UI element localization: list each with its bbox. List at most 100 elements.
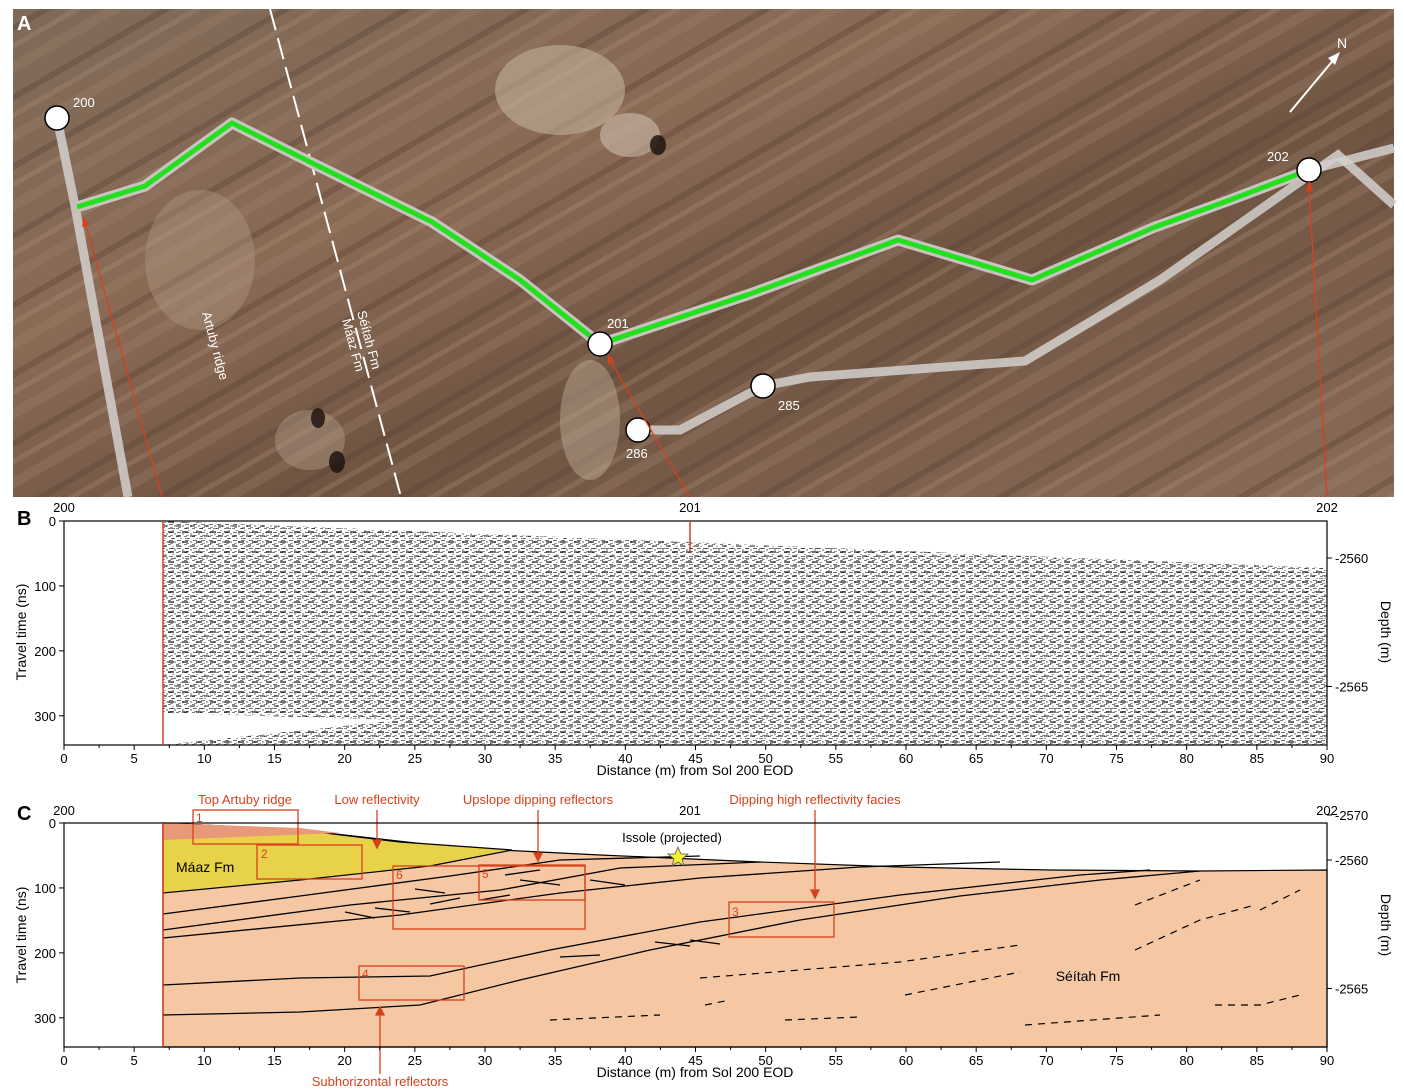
station-marker-286 <box>625 417 651 443</box>
annotation-arrows <box>371 810 821 1074</box>
box-label-1: 1 <box>196 811 203 825</box>
y-tick-label: 300 <box>34 709 56 724</box>
b-xlabel: Distance (m) from Sol 200 EOD <box>597 762 794 778</box>
reflectors <box>162 855 1201 1016</box>
dashed-reflectors <box>549 879 1301 1026</box>
y-tick-label: 300 <box>34 1011 56 1026</box>
x-tick-label: 65 <box>969 1053 983 1068</box>
x-tick-label: 20 <box>337 1053 351 1068</box>
b-ylabel-right: Depth (m) <box>1378 601 1394 663</box>
x-tick-label: 70 <box>1039 1053 1053 1068</box>
radar-data <box>163 521 1327 745</box>
b-ylabel: Travel time (ns) <box>13 584 29 681</box>
depth-tick-label: -2560 <box>1335 551 1368 566</box>
station-marker-201 <box>587 331 613 357</box>
tie-arrow-icon <box>82 216 89 227</box>
x-tick-label: 20 <box>337 751 351 766</box>
annotation-subhorizontal: Subhorizontal reflectors <box>312 1074 449 1089</box>
station-label-286: 286 <box>626 446 648 461</box>
tie-lines <box>84 185 1328 498</box>
annotation-low-reflectivity: Low reflectivity <box>334 792 420 807</box>
x-tick-label: 40 <box>618 1053 632 1068</box>
rover-path <box>1307 143 1396 175</box>
y-tick-label: 100 <box>34 579 56 594</box>
depth-tick-label: -2565 <box>1335 680 1368 695</box>
station-label-200: 200 <box>73 95 95 110</box>
annotation-upslope: Upslope dipping reflectors <box>463 792 614 807</box>
b-y-axis: 0 100 200 300 <box>34 514 64 724</box>
radar-mask <box>163 713 400 745</box>
x-tick-label: 10 <box>197 1053 211 1068</box>
x-tick-label: 40 <box>618 751 632 766</box>
x-tick-label: 85 <box>1250 1053 1264 1068</box>
depth-tick-label: -2570 <box>1335 808 1368 823</box>
x-tick-label: 55 <box>829 1053 843 1068</box>
x-tick-label: 90 <box>1320 751 1334 766</box>
x-tick-label: 5 <box>131 1053 138 1068</box>
y-tick-label: 200 <box>34 644 56 659</box>
c-ylabel-right: Depth (m) <box>1378 894 1394 956</box>
x-tick-label: 0 <box>60 1053 67 1068</box>
depth-tick-label: -2560 <box>1335 853 1368 868</box>
c-x-axis: 0 5 10 15 20 25 30 35 40 45 50 55 60 65 70 75 80 85 90 <box>60 1047 1334 1068</box>
x-tick-label: 75 <box>1109 1053 1123 1068</box>
maaz-label: Máaz Fm <box>176 859 234 875</box>
boulder-shadow <box>650 135 666 155</box>
outcrop <box>560 360 620 480</box>
artuby-unit <box>163 823 340 840</box>
x-tick-label: 60 <box>899 1053 913 1068</box>
c-ylabel: Travel time (ns) <box>13 887 29 984</box>
c-xlabel: Distance (m) from Sol 200 EOD <box>597 1064 794 1080</box>
formation-contact-line <box>269 8 402 498</box>
box-label-6: 6 <box>396 868 403 882</box>
x-tick-label: 15 <box>267 1053 281 1068</box>
tie-arrow-icon <box>1306 180 1313 191</box>
boulder-shadow <box>329 451 345 473</box>
box-label-3: 3 <box>732 905 739 919</box>
y-tick-label: 0 <box>49 816 56 831</box>
x-tick-label: 25 <box>408 751 422 766</box>
issole-star-icon <box>666 845 690 867</box>
station-marker-285 <box>750 373 776 399</box>
panel-a-letter: A <box>17 13 31 35</box>
box-label-2: 2 <box>261 847 268 861</box>
panel-c-interpretation: C 200 201 202 <box>13 792 1394 1089</box>
x-tick-label: 90 <box>1320 1053 1334 1068</box>
panel-b-radargram: B 200 201 202 0 5 10 15 20 25 30 35 40 45 50 55 60 65… <box>13 500 1394 823</box>
station-marker-202 <box>1296 157 1322 183</box>
x-tick-label: 35 <box>548 1053 562 1068</box>
x-tick-label: 25 <box>408 1053 422 1068</box>
outcrop <box>495 45 625 135</box>
panel-b-letter: B <box>17 508 31 530</box>
x-tick-label: 45 <box>688 751 702 766</box>
x-tick-label: 30 <box>478 1053 492 1068</box>
station-marker-200 <box>44 105 70 131</box>
x-tick-label: 10 <box>197 751 211 766</box>
c-top-mark-202: 202 <box>1316 803 1338 818</box>
c-top-mark-201: 201 <box>679 803 701 818</box>
x-tick-label: 65 <box>969 751 983 766</box>
x-tick-label: 75 <box>1109 751 1123 766</box>
seitah-label: Séítah Fm <box>1056 968 1121 984</box>
boulder-shadow <box>311 408 325 428</box>
panel-c-letter: C <box>17 803 31 825</box>
x-tick-label: 35 <box>548 751 562 766</box>
rover-path <box>52 117 133 498</box>
x-tick-label: 60 <box>899 751 913 766</box>
north-arrow-icon <box>1289 52 1340 113</box>
x-tick-label: 50 <box>758 1053 772 1068</box>
station-label-285: 285 <box>778 398 800 413</box>
x-tick-label: 80 <box>1179 751 1193 766</box>
c-y-axis: 0 100 200 300 <box>34 816 64 1026</box>
highlight-boxes <box>192 809 835 1001</box>
station-label-201: 201 <box>607 316 629 331</box>
box-label-4: 4 <box>362 967 369 981</box>
b-top-mark-200: 200 <box>53 500 75 515</box>
x-tick-label: 5 <box>131 751 138 766</box>
tie-arrow-icon <box>608 354 614 365</box>
box-label-5: 5 <box>482 867 489 881</box>
x-tick-label: 55 <box>829 751 843 766</box>
b-top-mark-202: 202 <box>1316 500 1338 515</box>
x-tick-label: 85 <box>1250 751 1264 766</box>
